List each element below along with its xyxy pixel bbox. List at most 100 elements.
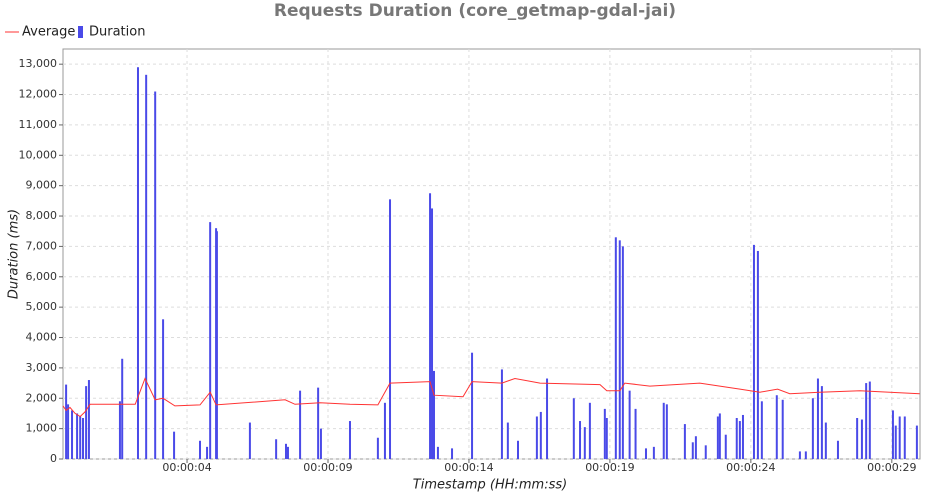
x-tick-label: 00:00:24 <box>726 461 775 474</box>
bar <box>431 208 434 459</box>
y-tick-label: 4,000 <box>26 331 58 344</box>
bar <box>898 416 901 459</box>
bar <box>85 386 88 459</box>
legend-label: Average <box>22 25 75 40</box>
bar <box>621 246 624 459</box>
y-tick-label: 9,000 <box>26 179 58 192</box>
y-axis-label: Duration (ms) <box>7 209 22 299</box>
y-tick-label: 2,000 <box>26 391 58 404</box>
bar <box>665 404 668 459</box>
x-tick-label: 00:00:19 <box>585 461 634 474</box>
bar <box>136 67 139 459</box>
bar <box>451 448 454 459</box>
bar <box>683 424 686 459</box>
x-tick-label: 00:00:04 <box>162 461 211 474</box>
bar <box>82 418 85 459</box>
bar <box>891 410 894 459</box>
y-tick-label: 6,000 <box>26 270 58 283</box>
bar <box>618 240 621 459</box>
bar <box>383 402 386 459</box>
bar <box>644 448 647 459</box>
bar <box>436 446 439 459</box>
bar <box>348 421 351 459</box>
bar <box>588 402 591 459</box>
bar <box>118 401 121 459</box>
bar <box>215 231 218 459</box>
y-tick-label: 13,000 <box>19 57 58 70</box>
bar <box>903 416 906 459</box>
average-line <box>62 377 920 418</box>
y-tick-label: 12,000 <box>19 88 58 101</box>
bar <box>860 419 863 459</box>
bar <box>199 440 202 459</box>
bar <box>868 381 871 459</box>
bar <box>319 428 322 459</box>
bar <box>209 222 212 459</box>
bar <box>539 411 542 459</box>
bar <box>248 422 251 459</box>
bar <box>691 442 694 459</box>
bar <box>760 401 763 459</box>
bar <box>71 410 74 459</box>
bar <box>652 446 655 459</box>
bar <box>738 421 741 459</box>
bar <box>162 319 165 459</box>
bar <box>741 414 744 459</box>
bar <box>67 404 70 459</box>
chart-title: Requests Duration (core_getmap-gdal-jai) <box>274 1 676 21</box>
bar <box>628 390 631 459</box>
bar <box>816 378 819 459</box>
bar <box>662 402 665 459</box>
bar <box>76 413 79 459</box>
bar <box>724 434 727 459</box>
bar <box>506 422 509 459</box>
bar <box>121 358 124 459</box>
bar <box>865 383 868 459</box>
bar <box>275 439 278 459</box>
bar <box>735 418 738 459</box>
x-tick-label: 00:00:09 <box>303 461 352 474</box>
bar <box>389 199 392 460</box>
bar <box>79 416 82 459</box>
y-tick-label: 5,000 <box>26 300 58 313</box>
x-tick-label: 00:00:14 <box>444 461 493 474</box>
bar <box>605 418 608 459</box>
y-tick-label: 0 <box>50 452 57 465</box>
bar <box>752 244 755 459</box>
bar <box>704 445 707 459</box>
bar <box>811 398 814 459</box>
bar <box>856 418 859 459</box>
bar <box>317 387 320 459</box>
bar <box>173 431 176 459</box>
bar <box>429 193 432 459</box>
bar <box>284 443 287 459</box>
bar <box>603 408 606 459</box>
bar <box>894 425 897 459</box>
bar <box>572 398 575 459</box>
bar <box>824 422 827 459</box>
plot-area <box>62 48 921 460</box>
bar <box>65 384 68 459</box>
y-tick-label: 7,000 <box>26 239 58 252</box>
bar <box>756 250 759 459</box>
bar <box>915 425 918 459</box>
bar <box>718 413 721 459</box>
bar <box>804 451 807 459</box>
bar <box>694 436 697 459</box>
y-tick-label: 3,000 <box>26 361 58 374</box>
bar <box>836 440 839 459</box>
y-tick-label: 8,000 <box>26 209 58 222</box>
x-tick-label: 00:00:29 <box>867 461 916 474</box>
bar <box>516 440 519 459</box>
bar <box>206 446 209 459</box>
x-axis-label: Timestamp (HH:mm:ss) <box>413 478 567 493</box>
bar <box>781 399 784 459</box>
bar <box>432 370 435 459</box>
legend-bar-icon <box>78 26 83 38</box>
bar <box>775 395 778 459</box>
legend-label: Duration <box>89 25 145 40</box>
bar <box>716 416 719 459</box>
bar <box>634 408 637 459</box>
bar <box>579 421 582 459</box>
